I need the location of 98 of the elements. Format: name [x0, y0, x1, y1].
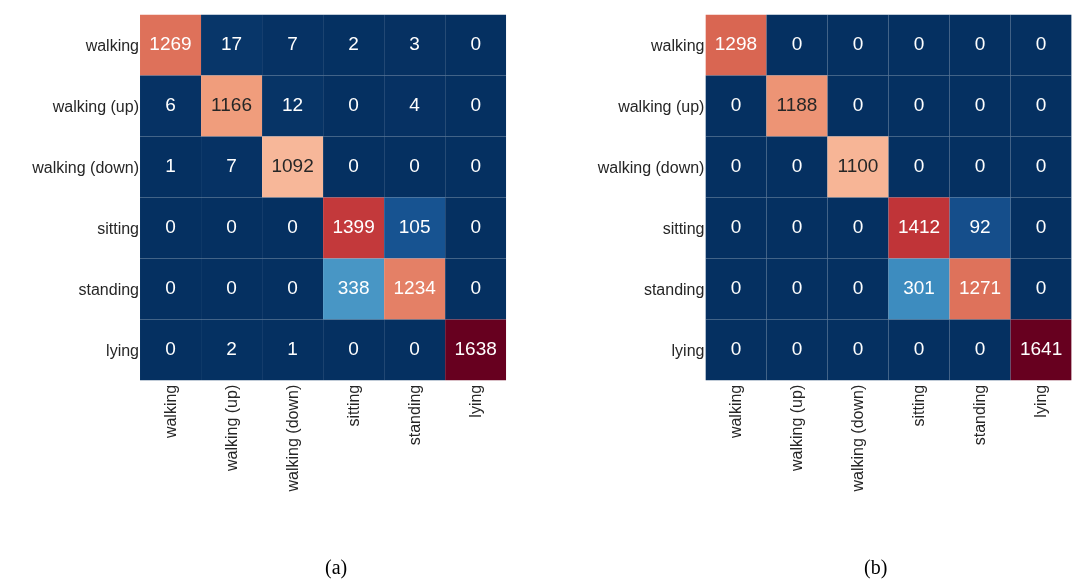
y-tick-label: standing [643, 280, 705, 298]
data-label: 1298 [714, 32, 758, 54]
data-label: 0 [791, 337, 803, 359]
data-label: 1092 [271, 154, 314, 176]
data-label: 0 [730, 337, 742, 359]
text: (b) [864, 556, 888, 579]
data-label: 105 [398, 215, 431, 237]
data-label: 0 [226, 276, 237, 298]
y-tick-label: lying [671, 341, 705, 359]
x-tick-label: sitting [344, 384, 362, 427]
data-label: 0 [974, 32, 986, 54]
data-label: 1 [165, 154, 176, 176]
data-label: 0 [409, 154, 420, 176]
data-label: 0 [470, 32, 481, 54]
data-label: 0 [409, 337, 420, 359]
data-label: 0 [791, 276, 803, 298]
data-label: 2 [348, 32, 359, 54]
x-tick-label: sitting [910, 384, 928, 427]
data-label: 0 [730, 215, 742, 237]
y-tick-label: walking [84, 36, 140, 54]
data-label: 0 [348, 93, 359, 115]
data-label: 0 [913, 93, 925, 115]
data-label: 0 [165, 215, 176, 237]
data-label: 0 [974, 337, 986, 359]
data-label: 1412 [897, 215, 941, 237]
data-label: 0 [913, 32, 925, 54]
x-tick-label: walking (down) [283, 384, 301, 493]
data-label: 1166 [211, 93, 252, 115]
data-label: 0 [852, 215, 864, 237]
data-label: 0 [470, 93, 481, 115]
data-label: 0 [470, 215, 481, 237]
data-label: 0 [791, 32, 803, 54]
data-label: 92 [969, 215, 991, 237]
x-tick-label: walking [727, 384, 745, 440]
y-tick-label: sitting [662, 219, 705, 237]
data-label: 0 [791, 154, 803, 176]
data-label: 6 [165, 93, 176, 115]
y-tick-label: walking [650, 36, 705, 54]
x-tick-label: lying [1032, 384, 1050, 418]
data-label: 0 [730, 276, 742, 298]
data-label: 338 [337, 276, 370, 298]
data-label: 0 [791, 215, 803, 237]
data-label: 0 [974, 93, 986, 115]
data-label: 1 [287, 337, 298, 359]
data-label: 0 [165, 337, 176, 359]
data-label: 2 [226, 337, 237, 359]
data-label: 1641 [1019, 337, 1063, 359]
data-label: 0 [1035, 276, 1047, 298]
data-label: 0 [226, 215, 237, 237]
x-tick-label: standing [971, 384, 989, 446]
data-label: 0 [348, 154, 359, 176]
data-label: 3 [409, 32, 420, 54]
y-tick-label: walking (up) [51, 97, 140, 115]
data-label: 0 [1035, 215, 1047, 237]
data-label: 1100 [837, 154, 879, 176]
data-label: 4 [409, 93, 421, 115]
data-label: 0 [287, 276, 298, 298]
data-label: 1234 [393, 276, 437, 298]
data-label: 1638 [454, 337, 497, 359]
data-label: 0 [1035, 154, 1047, 176]
data-label: 301 [903, 276, 935, 298]
y-tick-label: walking (up) [617, 97, 705, 115]
data-label: 0 [348, 337, 359, 359]
data-label: 0 [165, 276, 176, 298]
y-tick-label: walking (down) [596, 158, 705, 176]
text: (a) [325, 556, 348, 579]
data-label: 17 [220, 32, 243, 54]
data-label: 0 [1035, 32, 1047, 54]
data-label: 0 [852, 32, 864, 54]
data-label: 7 [226, 154, 237, 176]
data-label: 0 [913, 154, 925, 176]
data-label: 1269 [149, 32, 192, 54]
data-label: 1188 [776, 93, 818, 115]
x-tick-label: lying [466, 384, 484, 418]
x-tick-label: walking (up) [788, 384, 806, 473]
y-tick-label: sitting [97, 219, 140, 237]
data-label: 7 [287, 32, 298, 54]
data-label: 0 [852, 93, 864, 115]
data-label: 0 [470, 154, 481, 176]
data-label: 0 [913, 337, 925, 359]
data-label: 12 [282, 93, 304, 115]
x-tick-label: standing [405, 384, 423, 446]
y-tick-label: standing [78, 280, 140, 298]
data-label: 1271 [958, 276, 1002, 298]
x-tick-label: walking (down) [849, 384, 867, 493]
data-label: 0 [1035, 93, 1047, 115]
data-label: 0 [287, 215, 298, 237]
data-label: 0 [852, 276, 864, 298]
x-tick-label: walking (up) [222, 384, 240, 473]
data-label: 0 [974, 154, 986, 176]
y-tick-label: lying [106, 341, 140, 359]
data-label: 0 [730, 154, 742, 176]
x-tick-label: walking [161, 384, 179, 440]
y-tick-label: walking (down) [31, 158, 140, 176]
data-label: 0 [470, 276, 481, 298]
data-label: 0 [852, 337, 864, 359]
data-label: 1399 [332, 215, 375, 237]
data-label: 0 [730, 93, 742, 115]
